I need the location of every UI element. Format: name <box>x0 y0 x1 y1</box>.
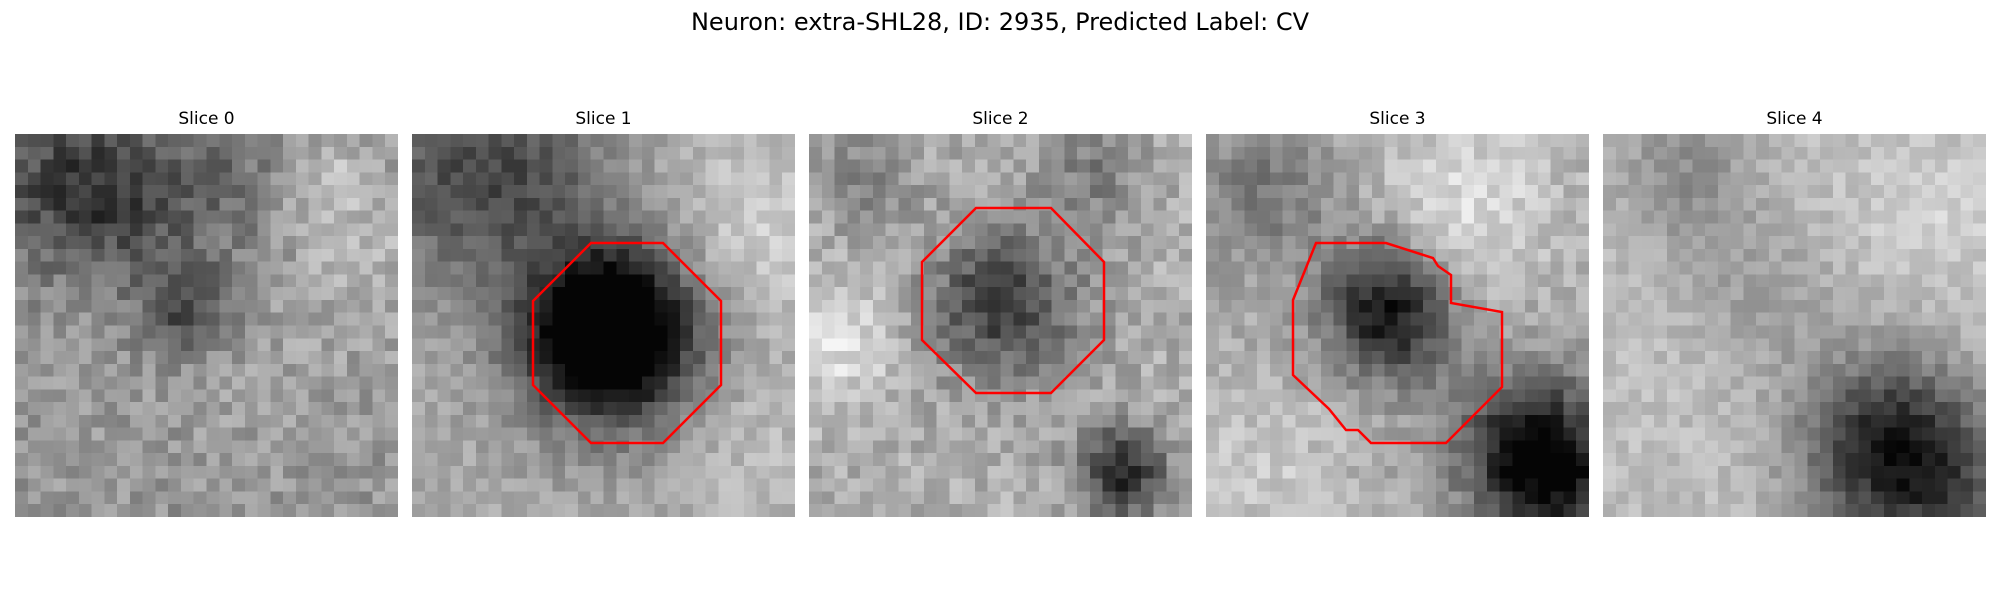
microscopy-image <box>15 134 398 517</box>
figure-title: Neuron: extra-SHL28, ID: 2935, Predicted… <box>690 8 1310 36</box>
microscopy-image <box>1206 134 1589 517</box>
slice-title: Slice 1 <box>575 109 632 129</box>
microscopy-image <box>809 134 1192 517</box>
slice-title: Slice 4 <box>1766 109 1823 129</box>
slice-title: Slice 0 <box>178 109 235 129</box>
slice-title: Slice 2 <box>972 109 1029 129</box>
slice-title: Slice 3 <box>1369 109 1426 129</box>
microscopy-image <box>412 134 795 517</box>
microscopy-image <box>1603 134 1986 517</box>
